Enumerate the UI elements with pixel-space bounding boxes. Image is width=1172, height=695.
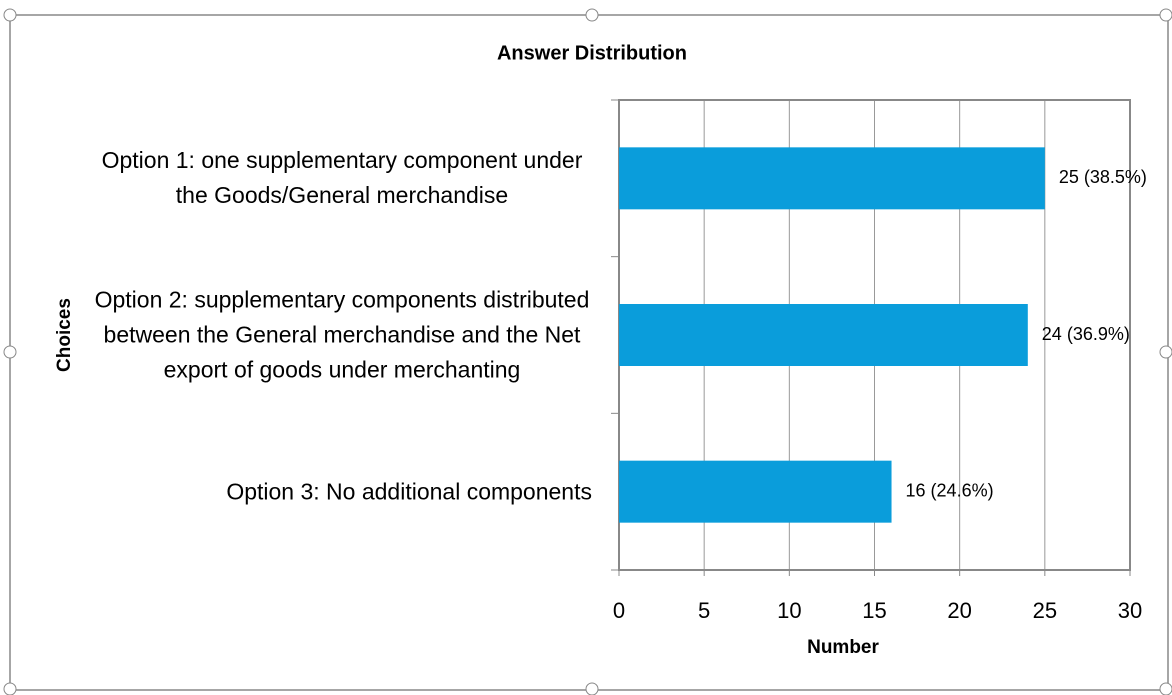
bar xyxy=(619,147,1045,210)
x-tick-label: 15 xyxy=(862,598,886,623)
y-axis-label: Choices xyxy=(54,298,75,372)
data-label: 24 (36.9%) xyxy=(1042,324,1130,344)
chart-title: Answer Distribution xyxy=(497,42,687,64)
x-tick-label: 25 xyxy=(1033,598,1057,623)
handle xyxy=(1159,682,1172,695)
handle xyxy=(1159,345,1172,359)
y-tick-label: Option 3: No additional components xyxy=(226,478,592,505)
handle xyxy=(3,8,17,22)
x-axis-label: Number xyxy=(807,637,879,658)
x-tick-label: 30 xyxy=(1118,598,1142,623)
handle xyxy=(585,682,599,695)
x-tick-label: 20 xyxy=(947,598,971,623)
x-tick-label: 10 xyxy=(777,598,801,623)
handle xyxy=(3,682,17,695)
data-label: 25 (38.5%) xyxy=(1059,167,1147,187)
y-tick-label: Option 1: one supplementary component un… xyxy=(101,147,583,209)
data-label: 16 (24.6%) xyxy=(906,480,994,500)
x-tick-label: 0 xyxy=(613,598,625,623)
handle xyxy=(585,8,599,22)
y-tick-label: Option 2: supplementary components distr… xyxy=(94,286,590,383)
handle xyxy=(1159,8,1172,22)
bar xyxy=(619,304,1028,366)
handle xyxy=(3,345,17,359)
x-tick-label: 5 xyxy=(698,598,710,623)
bar xyxy=(619,460,892,523)
